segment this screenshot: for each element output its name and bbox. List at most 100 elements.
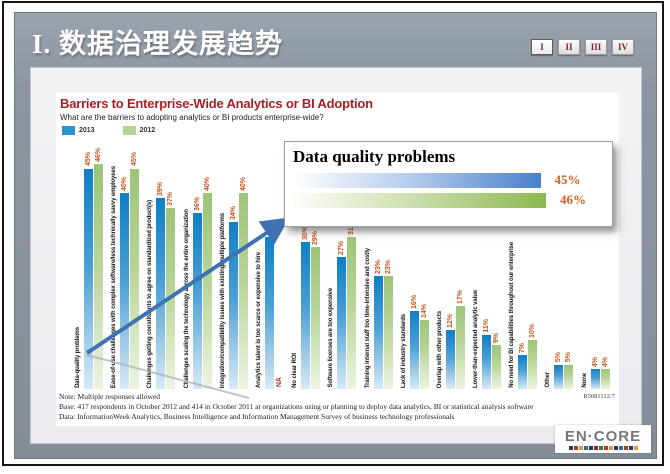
- callout-row-2013: 45%: [293, 172, 604, 188]
- value-label: 23%: [384, 260, 392, 275]
- value-label: 40%: [239, 176, 247, 191]
- value-label: 12%: [446, 314, 454, 329]
- bar-2013: [590, 369, 600, 389]
- encore-logo: EN·CORE: [555, 425, 651, 453]
- bar-2013: [518, 354, 528, 389]
- bar-2012: [202, 193, 212, 389]
- bar-2013: [156, 197, 166, 389]
- logo-strip-square: [568, 445, 573, 450]
- bar-pair: 27% 31%: [337, 221, 357, 389]
- callout-value-label: 45%: [554, 172, 581, 187]
- category-label: Software licenses are too expensive: [328, 288, 335, 388]
- logo-strip-square: [623, 445, 628, 450]
- category-label: Data-quality problems: [75, 327, 81, 388]
- bar-2012: [166, 207, 176, 389]
- value-label: 29%: [312, 230, 320, 245]
- bar-slot-2013: 30%: [301, 226, 311, 389]
- bar-slot-2013: 27%: [337, 241, 347, 389]
- bar-2013: [228, 222, 238, 389]
- logo-strip-square: [573, 445, 578, 450]
- value-label: 14%: [420, 304, 428, 319]
- bar-group: None 4% 4%: [581, 137, 617, 389]
- bar-group: Ease-of-use challenges with complex soft…: [110, 137, 146, 389]
- callout-title: Data quality problems: [293, 147, 456, 166]
- logo-strip-square: [603, 445, 608, 450]
- category-label: Challenges scaling the technology across…: [183, 208, 190, 388]
- bar-2013: [301, 242, 311, 389]
- bar-slot-2012: 46%: [94, 148, 103, 389]
- note-line: Note: Multiple responses allowed: [59, 392, 161, 401]
- category-label: Other: [545, 372, 552, 388]
- bar-slot-2012: 45%: [130, 152, 140, 389]
- bar-2013: [373, 276, 383, 389]
- slide: I. 数据治理发展趋势 I II III IV Barriers to Enterpr…: [14, 12, 657, 459]
- value-label: 10%: [529, 323, 537, 338]
- nav-button-IV[interactable]: IV: [612, 39, 634, 55]
- bar-pair: 5% 5%: [554, 352, 574, 389]
- value-label: 5%: [555, 352, 563, 363]
- bar-slot-2013: 45%: [84, 152, 93, 389]
- legend-swatch-2012: [122, 126, 136, 135]
- legend-item-2012: 2012: [122, 126, 155, 135]
- callout-row-2012: 46%: [293, 192, 604, 208]
- bar-2013: [120, 193, 130, 389]
- bar-2012: [419, 320, 429, 389]
- bar-2013: [264, 237, 274, 389]
- bar-2012: [347, 237, 357, 389]
- legend-label-2013: 2013: [79, 127, 95, 134]
- value-label: 11%: [483, 319, 491, 334]
- value-label: 37%: [167, 191, 175, 206]
- report-code: R5081112/7: [583, 393, 615, 400]
- bar-group: No need for BI capabilities throughout o…: [508, 137, 544, 389]
- value-label: 45%: [131, 152, 139, 167]
- value-label: 4%: [601, 357, 609, 368]
- bar-pair: 4% 4%: [590, 357, 610, 389]
- chart-title: Barriers to Enterprise-Wide Analytics or…: [60, 96, 373, 111]
- bar-group: Lower-than-expected analytic value 11% 9%: [472, 137, 508, 389]
- value-label: 34%: [229, 206, 237, 221]
- nav-button-III[interactable]: III: [585, 39, 607, 55]
- nav-button-I[interactable]: I: [531, 39, 553, 55]
- callout-bars: 45% 46%: [293, 172, 604, 208]
- value-label: 17%: [456, 289, 464, 304]
- category-label: Integration/compatibility issues with ex…: [219, 212, 226, 388]
- bar-pair: 45% 46%: [84, 148, 103, 389]
- logo-strip-square: [618, 445, 623, 450]
- chart-subtitle: What are the barriers to adopting analyt…: [60, 113, 324, 122]
- nav-button-II[interactable]: II: [558, 39, 580, 55]
- bar-2012: [528, 340, 538, 389]
- bar-slot-2012: 37%: [166, 192, 176, 389]
- note-line: Base: 417 respondents in October 2012 an…: [59, 401, 534, 411]
- category-label: Challenges getting constituents to agree…: [147, 199, 154, 388]
- bar-2012: [600, 369, 610, 389]
- callout-value-label: 46%: [560, 192, 586, 207]
- bar-2013: [192, 212, 202, 389]
- category-label: Lower-than-expected analytic value: [473, 290, 480, 388]
- bar-slot-2013: 12%: [445, 314, 455, 389]
- category-label: Overlap with other products: [436, 310, 443, 388]
- bar-group: No clear ROI 30% 29%: [291, 137, 327, 389]
- bar-pair: 12% 17%: [445, 290, 465, 389]
- value-label: 40%: [121, 176, 129, 191]
- bar-2013: [445, 330, 455, 389]
- bar-2013: [482, 335, 492, 389]
- value-label: 36%: [193, 196, 201, 211]
- bar-slot-2013: 5%: [554, 352, 564, 389]
- value-label: 27%: [338, 240, 346, 255]
- bar-pair: 36% 40%: [192, 177, 212, 389]
- bar-2012: [564, 364, 574, 389]
- bar-slot-2013: 23%: [373, 260, 383, 389]
- value-label: 40%: [203, 176, 211, 191]
- bar-slot-2013: 40%: [120, 177, 130, 389]
- value-label: 45%: [85, 152, 92, 167]
- category-label: None: [581, 373, 588, 388]
- logo-strip-square: [633, 445, 638, 450]
- category-label: Ease-of-use challenges with complex soft…: [111, 165, 118, 388]
- logo-strip-square: [593, 445, 598, 450]
- logo-strip-square: [588, 445, 593, 450]
- bar-slot-2013: 34%: [228, 206, 238, 389]
- bar-2013: [554, 364, 564, 389]
- value-label: 23%: [374, 260, 382, 275]
- bar-group: Challenges getting constituents to agree…: [146, 137, 182, 389]
- note-line: Data: InformationWeek Analytics, Busines…: [59, 411, 455, 421]
